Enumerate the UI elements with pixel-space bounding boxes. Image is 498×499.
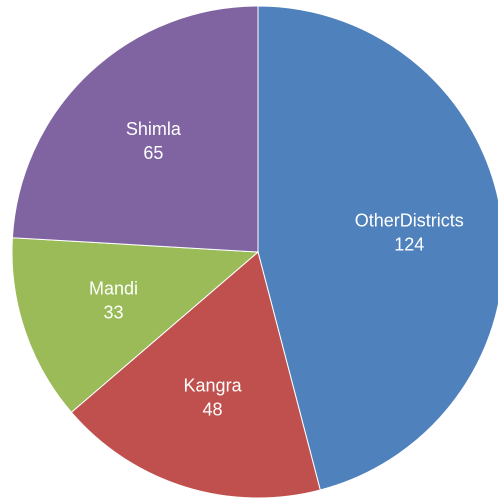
slice-label: Kangra [184, 375, 243, 395]
slice-value: 124 [394, 234, 424, 254]
slice-value: 33 [103, 303, 123, 323]
pie-slice [70, 251, 321, 499]
slice-value: 65 [143, 143, 163, 163]
pie-slice [11, 5, 259, 253]
slice-label: Mandi [89, 279, 138, 299]
slice-label: Shimla [126, 119, 182, 139]
slice-label: OtherDistricts [355, 210, 464, 230]
pie-slice [11, 237, 260, 414]
pie-slice [257, 5, 498, 491]
slice-value: 48 [203, 399, 223, 419]
